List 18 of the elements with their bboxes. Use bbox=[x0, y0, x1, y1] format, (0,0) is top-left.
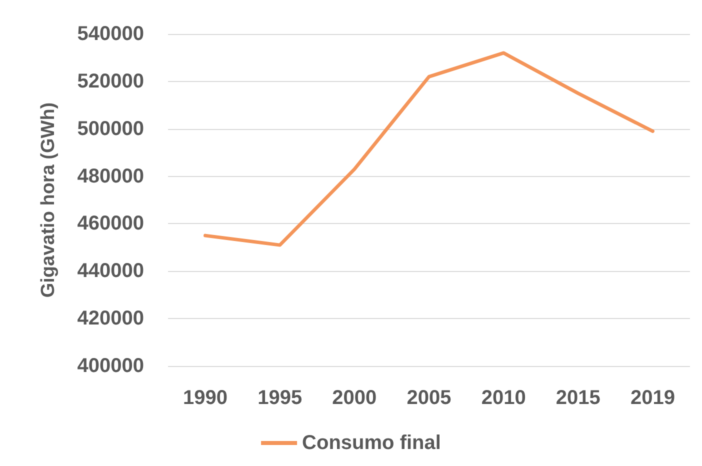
x-tick-label: 1990 bbox=[183, 387, 228, 409]
y-tick-label: 460000 bbox=[77, 212, 144, 235]
y-tick-label: 440000 bbox=[77, 260, 144, 282]
x-tick-label: 2015 bbox=[556, 387, 600, 409]
x-tick-label: 2010 bbox=[481, 387, 526, 409]
y-tick-label: 540000 bbox=[77, 23, 144, 45]
y-tick-label: 400000 bbox=[77, 355, 144, 377]
x-tick-label: 2005 bbox=[406, 387, 452, 409]
x-tick-label: 2019 bbox=[630, 387, 675, 409]
legend-label: Consumo final bbox=[302, 432, 441, 454]
y-axis-title: Gigavatio hora (GWh) bbox=[38, 102, 59, 298]
y-tick-label: 480000 bbox=[77, 165, 144, 188]
line-series bbox=[204, 51, 654, 247]
y-tick-label: 520000 bbox=[77, 70, 144, 92]
x-tick-label: 2000 bbox=[332, 387, 377, 409]
y-tick-label: 500000 bbox=[77, 118, 144, 140]
x-tick-label: 1995 bbox=[258, 387, 302, 409]
y-tick-label: 420000 bbox=[77, 308, 144, 330]
